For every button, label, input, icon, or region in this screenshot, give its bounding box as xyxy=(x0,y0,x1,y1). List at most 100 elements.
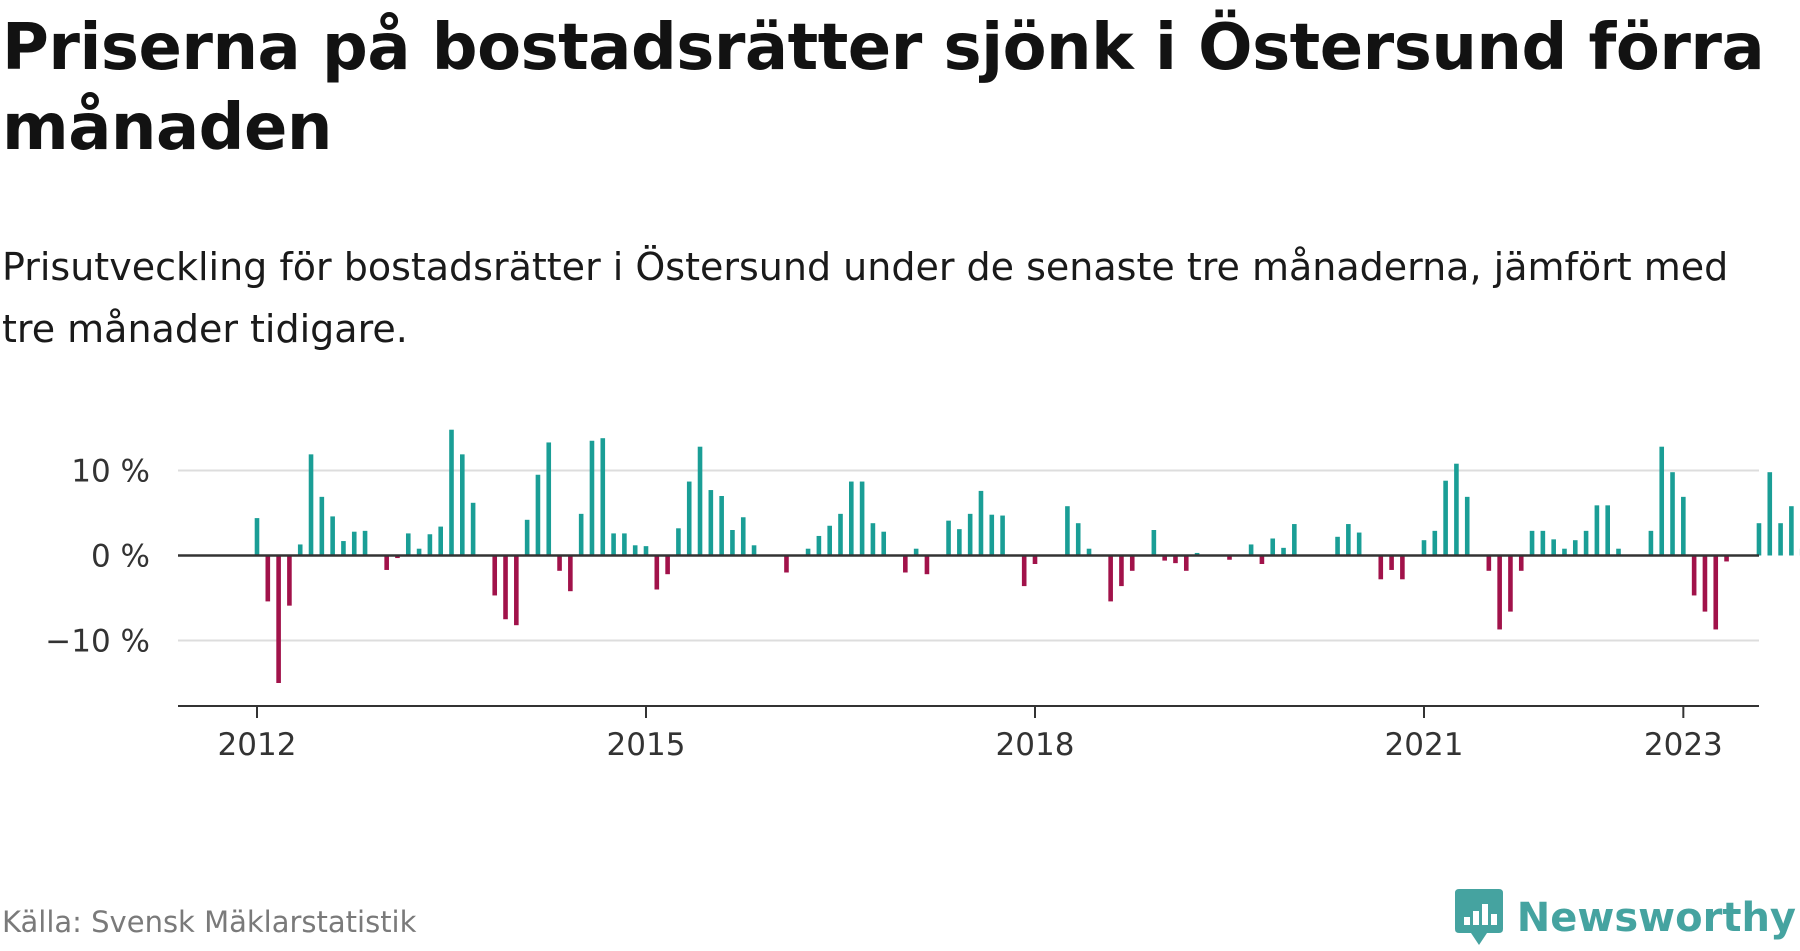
bar xyxy=(1692,556,1697,596)
bar xyxy=(1584,531,1589,556)
bar xyxy=(644,546,649,555)
bar xyxy=(817,536,822,556)
bar xyxy=(568,556,573,592)
bar xyxy=(1270,539,1275,556)
bar xyxy=(1422,540,1427,555)
bar xyxy=(1789,506,1794,555)
bar xyxy=(1000,516,1005,556)
bar xyxy=(1454,464,1459,556)
bar xyxy=(492,556,497,596)
bar xyxy=(633,545,638,555)
bar xyxy=(514,556,519,626)
bar xyxy=(881,532,886,556)
bar xyxy=(536,475,541,556)
bar xyxy=(298,544,303,555)
bar xyxy=(352,532,357,556)
bar xyxy=(471,503,476,556)
bar xyxy=(546,442,551,555)
bar xyxy=(730,530,735,556)
bar xyxy=(600,438,605,555)
bar xyxy=(1767,472,1772,555)
x-tick-label: 2015 xyxy=(607,727,686,763)
bar xyxy=(946,521,951,556)
bar xyxy=(320,497,325,556)
bar xyxy=(741,517,746,555)
bar xyxy=(1022,556,1027,587)
bar xyxy=(1551,539,1556,555)
bar xyxy=(903,556,908,573)
brand-logo: Newsworthy xyxy=(1453,885,1796,951)
bar xyxy=(849,482,854,556)
bar xyxy=(1065,506,1070,555)
bar xyxy=(1357,533,1362,556)
y-tick-label: 0 % xyxy=(91,539,150,575)
bar xyxy=(1508,556,1513,612)
bar xyxy=(1670,472,1675,555)
bar xyxy=(1378,556,1383,580)
bar xyxy=(525,520,530,556)
source-note: Källa: Svensk Mäklarstatistik xyxy=(2,905,416,939)
bar xyxy=(676,528,681,555)
bar xyxy=(1530,531,1535,556)
bar xyxy=(1249,544,1254,555)
bar xyxy=(752,545,757,555)
y-tick-label: 10 % xyxy=(71,454,150,490)
bar xyxy=(1108,556,1113,602)
bar xyxy=(1497,556,1502,630)
bar xyxy=(1659,447,1664,556)
bar xyxy=(406,533,411,555)
bar xyxy=(1033,556,1038,565)
bar xyxy=(579,514,584,556)
bar xyxy=(1519,556,1524,571)
x-tick-label: 2021 xyxy=(1385,727,1464,763)
bar xyxy=(698,447,703,556)
bar xyxy=(1119,556,1124,587)
bar xyxy=(709,490,714,555)
bar xyxy=(1778,523,1783,555)
bar xyxy=(1465,497,1470,556)
bar xyxy=(428,534,433,555)
bar xyxy=(1573,540,1578,555)
bar xyxy=(460,454,465,555)
bar xyxy=(1703,556,1708,612)
bar xyxy=(860,482,865,556)
bar xyxy=(838,514,843,556)
y-tick-label: −10 % xyxy=(45,624,150,660)
bar xyxy=(1541,531,1546,556)
bar xyxy=(1487,556,1492,571)
bar xyxy=(611,533,616,555)
bar xyxy=(557,556,562,571)
bar xyxy=(871,523,876,555)
bar xyxy=(1152,530,1157,556)
bar xyxy=(1184,556,1189,571)
bar xyxy=(957,529,962,555)
bar xyxy=(503,556,508,620)
bar xyxy=(1713,556,1718,630)
brand-name: Newsworthy xyxy=(1517,895,1796,941)
x-tick-label: 2012 xyxy=(218,727,297,763)
bar xyxy=(1649,531,1654,556)
bar-chart-icon xyxy=(1453,887,1505,949)
chart-title: Priserna på bostadsrätter sjönk i Östers… xyxy=(2,8,1782,168)
bar xyxy=(1681,497,1686,556)
bar xyxy=(341,541,346,555)
bar xyxy=(1292,524,1297,555)
bar xyxy=(1433,531,1438,556)
bar xyxy=(384,556,389,570)
bar xyxy=(438,527,443,556)
bar xyxy=(925,556,930,575)
bar xyxy=(989,515,994,556)
bar xyxy=(1757,523,1762,555)
bar xyxy=(687,482,692,556)
bar xyxy=(363,531,368,556)
bar xyxy=(330,516,335,555)
bar xyxy=(1346,524,1351,555)
bar xyxy=(1130,556,1135,571)
bar xyxy=(1260,556,1265,565)
bar xyxy=(665,556,670,575)
bar xyxy=(1389,556,1394,570)
bar xyxy=(622,533,627,555)
bar xyxy=(1595,505,1600,555)
